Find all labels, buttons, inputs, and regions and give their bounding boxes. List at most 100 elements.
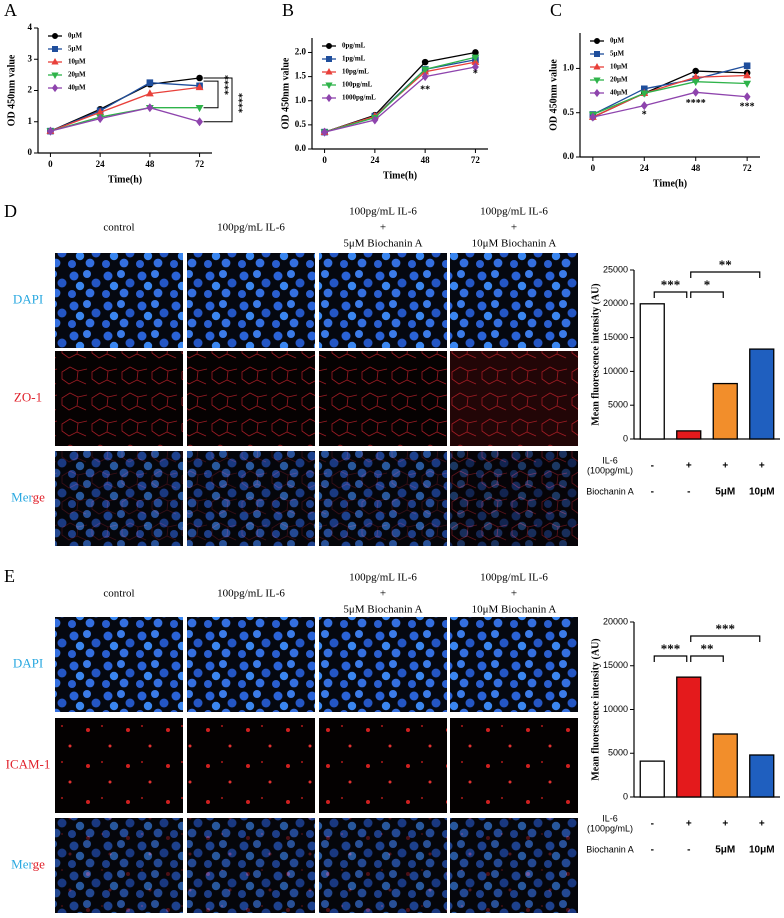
column-header: 100pg/mL IL-6 — [217, 588, 285, 600]
y-axis-label: Mean fluorescence intensity (AU) — [590, 283, 601, 425]
marker — [96, 114, 104, 124]
y-tick-label: 1.0 — [295, 95, 307, 105]
panel-label: E — [4, 566, 15, 586]
x-tick-label: 0 — [322, 155, 327, 165]
bar — [676, 676, 702, 798]
bracket — [690, 271, 761, 278]
legend-label: 40μM — [68, 84, 86, 92]
y-tick-label: 25000 — [603, 264, 628, 274]
row-label: ZO-1 — [14, 389, 42, 404]
marker — [51, 72, 59, 80]
x-tick-label: 0 — [48, 159, 53, 169]
bracket — [203, 80, 219, 109]
row-label: (100pg/mL) — [587, 465, 633, 475]
marker — [325, 93, 333, 103]
x-tick-label: 72 — [743, 163, 753, 173]
annotation: ** — [719, 257, 732, 272]
row-label: Merge — [11, 489, 45, 504]
bracket — [690, 635, 761, 642]
column-header: + — [511, 588, 517, 600]
marker — [743, 80, 752, 88]
marker — [46, 126, 54, 136]
series-line — [324, 56, 476, 133]
row-value: 5μM — [715, 845, 735, 856]
column-header: control — [103, 222, 134, 234]
legend-label: 10μM — [610, 63, 628, 71]
row-value: + — [759, 819, 765, 830]
bar — [749, 348, 775, 440]
y-tick-label: 0 — [28, 147, 33, 157]
micrograph — [55, 351, 183, 446]
row-value: - — [651, 845, 654, 856]
bracket — [653, 291, 688, 298]
y-tick-label: 10000 — [603, 704, 628, 714]
marker — [691, 78, 700, 87]
y-tick-label: 5000 — [608, 748, 628, 758]
bar — [676, 430, 702, 440]
micrograph-overlay — [450, 818, 578, 913]
row-value: + — [759, 461, 765, 472]
micrograph — [450, 351, 578, 446]
annotation: **** — [686, 98, 706, 109]
column-header: 10μM Biochanin A — [472, 238, 557, 250]
marker — [593, 77, 601, 85]
panel-label: B — [282, 0, 294, 20]
y-tick-label: 20000 — [603, 616, 628, 626]
marker — [743, 62, 751, 70]
y-tick-label: 15000 — [603, 332, 628, 342]
legend-label: 0μM — [610, 37, 624, 45]
panel-label: A — [4, 0, 17, 20]
y-tick-label: 0 — [623, 791, 628, 801]
marker — [593, 88, 601, 98]
micrograph — [55, 617, 183, 712]
row-value: - — [651, 461, 654, 472]
marker — [471, 62, 479, 72]
x-tick-label: 48 — [691, 163, 701, 173]
series-line — [592, 74, 748, 118]
micrograph — [319, 351, 447, 446]
marker — [326, 43, 332, 49]
micrograph-overlay — [319, 818, 447, 913]
y-axis-label: OD 450nm value — [280, 57, 291, 129]
micrograph — [319, 253, 447, 348]
marker — [371, 115, 379, 125]
micrograph-overlay — [319, 451, 447, 546]
marker — [594, 38, 600, 44]
y-tick-label: 0.5 — [295, 119, 307, 129]
x-tick-label: 48 — [421, 155, 431, 165]
row-value: - — [651, 487, 654, 498]
series-line — [592, 81, 748, 116]
y-tick-label: 0.5 — [563, 107, 575, 117]
row-label: Biochanin A — [586, 844, 634, 854]
row-value: + — [686, 461, 692, 472]
row-label: IL-6 — [602, 813, 618, 823]
micrograph — [319, 718, 447, 813]
marker — [196, 117, 204, 127]
marker — [146, 79, 154, 86]
y-tick-label: 0.0 — [563, 151, 575, 161]
micrograph-overlay — [55, 451, 183, 546]
row-value: - — [687, 487, 690, 498]
row-value: - — [687, 845, 690, 856]
bracket — [690, 291, 724, 298]
marker — [52, 33, 58, 39]
marker — [692, 87, 700, 97]
marker — [145, 89, 154, 97]
y-tick-label: 5000 — [608, 400, 628, 410]
marker — [196, 74, 203, 82]
column-header: 100pg/mL IL-6 — [480, 206, 548, 218]
micrograph — [187, 718, 315, 813]
legend-label: 1000pg/mL — [342, 94, 376, 102]
marker — [594, 51, 600, 57]
x-axis-label: Time(h) — [383, 170, 417, 181]
column-header: 100pg/mL IL-6 — [349, 572, 417, 584]
y-tick-label: 3 — [28, 53, 33, 63]
micrograph-overlay — [55, 818, 183, 913]
micrograph — [450, 253, 578, 348]
x-tick-label: 24 — [370, 155, 380, 165]
micrograph — [450, 617, 578, 712]
row-value: 10μM — [749, 845, 775, 856]
y-tick-label: 10000 — [603, 366, 628, 376]
legend-label: 10pg/mL — [342, 68, 369, 76]
marker — [326, 56, 332, 62]
